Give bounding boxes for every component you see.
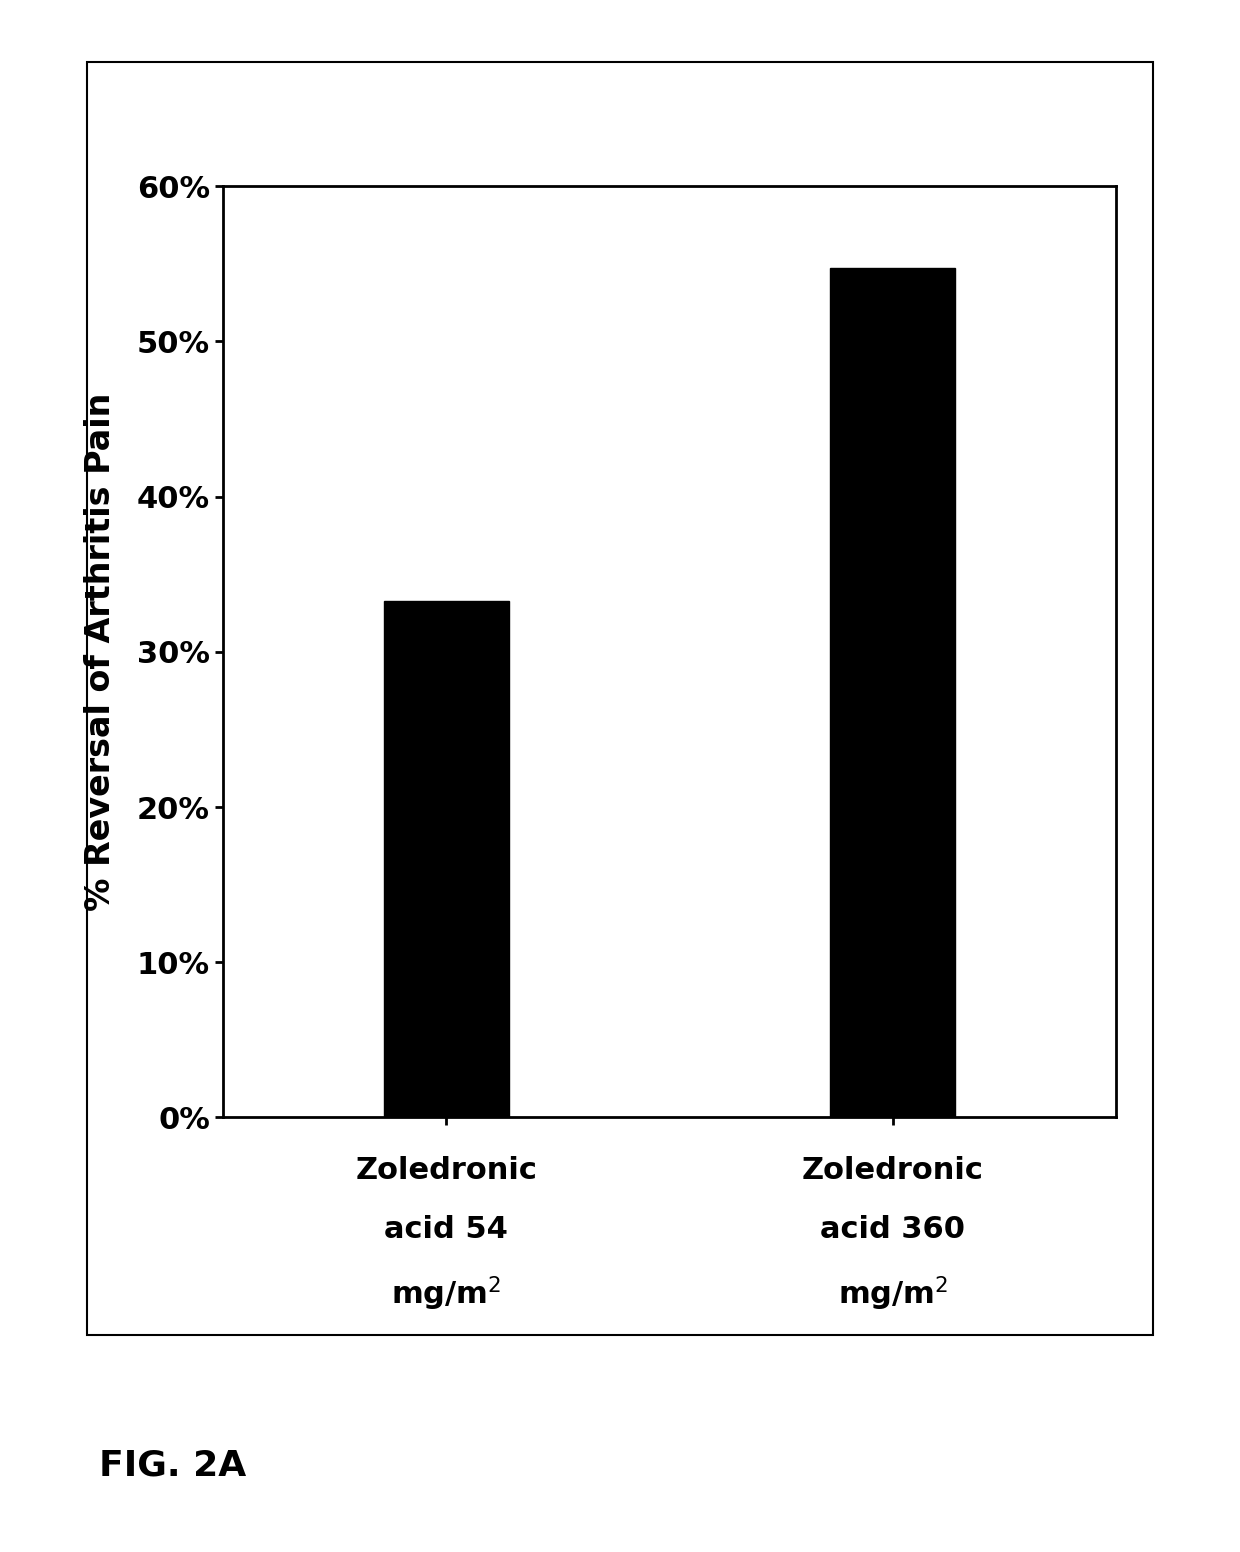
- Text: Zoledronic: Zoledronic: [356, 1156, 537, 1186]
- Text: Zoledronic: Zoledronic: [802, 1156, 983, 1186]
- Text: mg/m$^2$: mg/m$^2$: [392, 1274, 501, 1313]
- Text: mg/m$^2$: mg/m$^2$: [838, 1274, 947, 1313]
- Bar: [384, 601, 508, 1117]
- Text: FIG. 2A: FIG. 2A: [99, 1448, 247, 1482]
- Text: acid 54: acid 54: [384, 1215, 508, 1245]
- Bar: [831, 268, 955, 1117]
- Y-axis label: % Reversal of Arthritis Pain: % Reversal of Arthritis Pain: [84, 393, 118, 911]
- Text: acid 360: acid 360: [821, 1215, 965, 1245]
